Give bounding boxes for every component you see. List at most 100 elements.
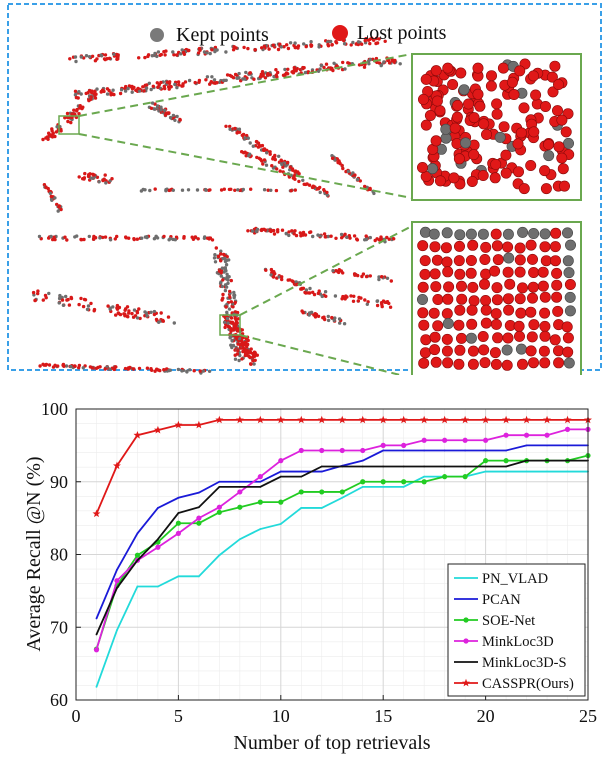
- lost-point: [51, 132, 55, 136]
- data-point-pcan: [238, 480, 241, 483]
- lost-point: [387, 61, 392, 65]
- zoom-source-box: [58, 115, 80, 135]
- lost-point: [192, 369, 196, 373]
- kept-point: [283, 67, 287, 72]
- lost-point: [340, 163, 344, 168]
- kept-point: [243, 136, 247, 140]
- legend-label-minkloc3d: MinkLoc3D: [482, 634, 554, 650]
- kept-point: [152, 309, 157, 314]
- kept-point: [301, 178, 305, 182]
- data-point-minkloc3d-s: [341, 465, 344, 468]
- lost-point: [465, 267, 477, 279]
- lost-point: [93, 96, 98, 100]
- data-point-pn-vlad: [546, 470, 548, 473]
- data-point-soe-net: [175, 520, 181, 526]
- kept-point: [175, 114, 179, 119]
- kept-point: [61, 303, 66, 307]
- lost-point: [374, 56, 379, 61]
- lost-point: [219, 271, 223, 275]
- lost-point: [134, 88, 138, 93]
- lost-point: [83, 298, 88, 302]
- x-tick-label: 0: [72, 706, 81, 726]
- kept-point: [465, 228, 477, 240]
- lost-point: [428, 307, 440, 319]
- data-point-soe-net: [421, 479, 427, 485]
- lost-point: [98, 365, 102, 369]
- kept-point: [111, 305, 115, 309]
- lost-point: [290, 229, 294, 233]
- lost-point: [330, 43, 334, 47]
- data-point-minkloc3d-s: [505, 465, 507, 468]
- lost-point: [83, 171, 87, 176]
- lost-point: [301, 230, 306, 235]
- lost-point: [302, 66, 306, 70]
- lost-point: [392, 60, 396, 64]
- data-point-minkloc3d: [483, 437, 489, 443]
- kept-point: [326, 314, 330, 319]
- chart-legend: PN_VLAD PCAN SOE-Net MinkLoc3D MinkLoc3D-S CA…: [447, 563, 586, 697]
- data-point-minkloc3d: [319, 447, 325, 454]
- kept-point: [73, 55, 78, 59]
- kept-point: [187, 78, 192, 83]
- lost-point: [86, 174, 91, 179]
- lost-point: [151, 84, 155, 89]
- lost-point: [273, 272, 277, 276]
- lost-point: [240, 133, 244, 137]
- data-point-pcan: [116, 568, 118, 571]
- lost-point: [278, 169, 282, 173]
- lost-point: [558, 180, 570, 192]
- lost-point: [480, 129, 492, 141]
- lost-point: [539, 320, 551, 332]
- lost-point: [353, 173, 357, 177]
- data-point-minkloc3d: [216, 504, 222, 510]
- lost-point: [135, 311, 140, 315]
- lost-point: [474, 100, 486, 112]
- kept-point: [73, 93, 78, 97]
- legend-label-pn-vlad: PN_VLAD: [482, 571, 548, 587]
- lost-point: [233, 310, 238, 314]
- kept-point: [563, 357, 575, 369]
- lost-point: [352, 272, 357, 276]
- lost-point: [214, 246, 218, 250]
- lost-point: [243, 351, 248, 356]
- data-point-pn-vlad: [525, 470, 528, 473]
- lost-point: [263, 228, 268, 232]
- data-point-minkloc3d-s: [361, 465, 364, 468]
- lost-point: [272, 228, 276, 233]
- lost-point: [490, 308, 502, 320]
- kept-point: [164, 188, 168, 192]
- kept-point: [171, 50, 175, 54]
- lost-point: [77, 366, 81, 370]
- lost-point: [429, 331, 441, 343]
- lost-point: [518, 183, 530, 195]
- lost-point: [228, 289, 232, 294]
- lost-point: [228, 295, 232, 299]
- kept-point: [294, 280, 298, 284]
- kept-point: [224, 78, 228, 83]
- data-point-soe-net: [442, 474, 448, 480]
- kept-point: [220, 266, 225, 270]
- kept-point: [237, 127, 242, 131]
- kept-point: [108, 238, 113, 242]
- kept-point: [180, 369, 184, 373]
- kept-point: [188, 368, 192, 372]
- kept-point: [562, 137, 574, 149]
- kept-point: [225, 275, 229, 279]
- lost-point: [251, 351, 255, 356]
- data-point-casspr-ours: [522, 415, 531, 424]
- lost-point: [49, 194, 53, 199]
- lost-point: [204, 78, 208, 82]
- y-tick-label: 80: [50, 545, 68, 565]
- data-point-casspr-ours: [440, 415, 449, 424]
- lost-point: [442, 266, 454, 278]
- lost-point: [137, 307, 141, 311]
- kept-point: [172, 321, 176, 325]
- kept-point: [220, 284, 224, 289]
- data-point-pn-vlad: [218, 554, 221, 557]
- kept-point: [309, 40, 313, 44]
- lost-point: [149, 367, 153, 371]
- lost-point: [430, 135, 442, 147]
- kept-points-label: Kept points: [176, 24, 269, 46]
- lost-point: [431, 254, 443, 266]
- data-point-pcan: [136, 532, 139, 535]
